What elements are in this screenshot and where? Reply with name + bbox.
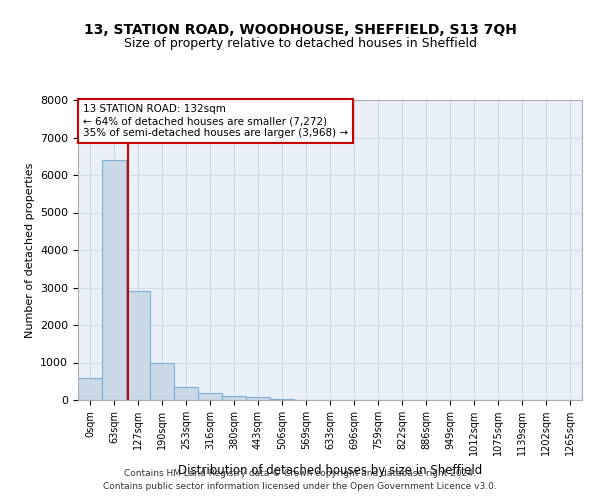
Bar [246, 397, 270, 400]
Bar [78, 378, 102, 400]
Text: Contains HM Land Registry data © Crown copyright and database right 2024.: Contains HM Land Registry data © Crown c… [124, 468, 476, 477]
Bar [198, 394, 222, 400]
Text: 13 STATION ROAD: 132sqm
← 64% of detached houses are smaller (7,272)
35% of semi: 13 STATION ROAD: 132sqm ← 64% of detache… [83, 104, 348, 138]
Bar [270, 399, 294, 400]
Bar [174, 386, 198, 400]
Bar [126, 290, 150, 400]
Text: Contains public sector information licensed under the Open Government Licence v3: Contains public sector information licen… [103, 482, 497, 491]
Bar [222, 396, 246, 400]
X-axis label: Distribution of detached houses by size in Sheffield: Distribution of detached houses by size … [178, 464, 482, 476]
Text: 13, STATION ROAD, WOODHOUSE, SHEFFIELD, S13 7QH: 13, STATION ROAD, WOODHOUSE, SHEFFIELD, … [83, 22, 517, 36]
Bar [150, 363, 174, 400]
Bar [102, 160, 126, 400]
Y-axis label: Number of detached properties: Number of detached properties [25, 162, 35, 338]
Text: Size of property relative to detached houses in Sheffield: Size of property relative to detached ho… [124, 36, 476, 50]
